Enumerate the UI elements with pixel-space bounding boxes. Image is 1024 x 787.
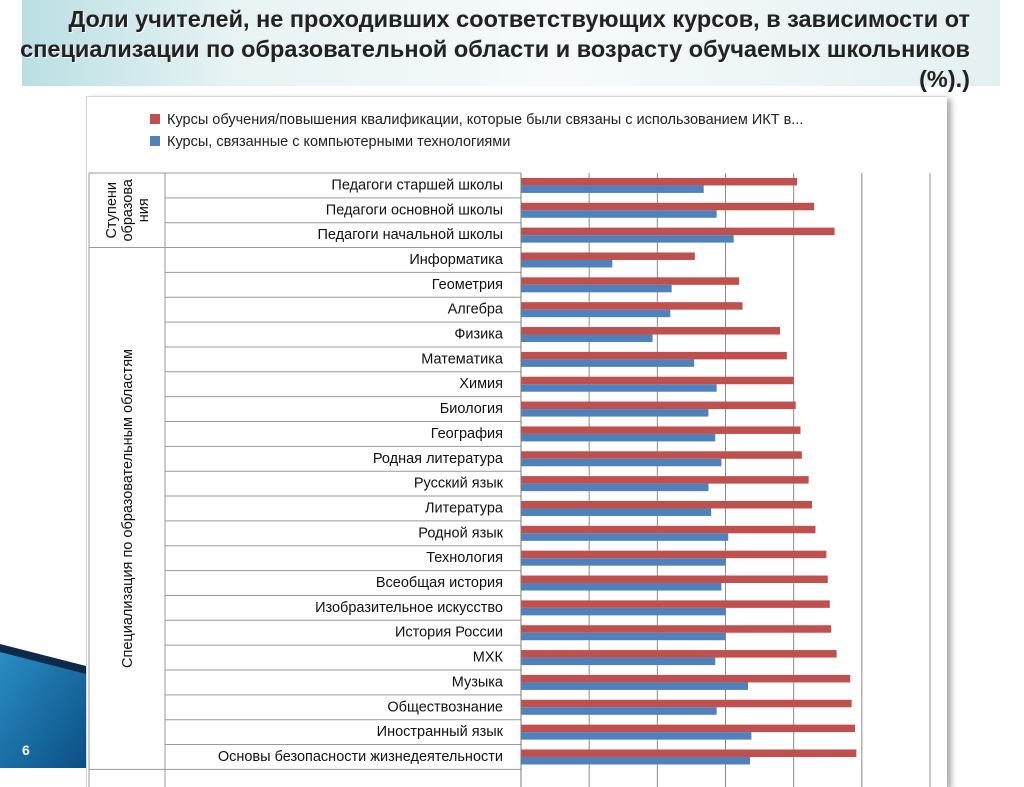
bar-ict (521, 476, 809, 484)
bar-computer (521, 384, 717, 392)
bar-ict (521, 699, 852, 708)
bar-computer (521, 707, 717, 715)
category-label: Педагоги старшей школы (331, 177, 503, 193)
bar-computer (521, 458, 722, 467)
category-label: Литература (425, 500, 504, 516)
category-label: Всеобщая история (376, 575, 503, 591)
bar-computer (521, 508, 712, 516)
bar-computer (521, 309, 671, 318)
bar-ict (521, 650, 837, 658)
category-label: Иностранный язык (377, 724, 504, 740)
category-label: МХК (473, 650, 504, 666)
bar-computer (521, 533, 729, 541)
bar-ict (521, 376, 794, 385)
bar-chart: Курсы обучения/повышения квалификации, к… (88, 112, 931, 787)
category-label: Геометрия (432, 277, 503, 293)
category-label: Родной язык (418, 525, 503, 541)
bar-ict (521, 302, 743, 310)
category-label: Музыка (452, 674, 504, 690)
bar-computer (521, 334, 653, 343)
bar-computer (521, 259, 613, 268)
bar-computer (521, 359, 695, 367)
bar-computer (521, 732, 752, 740)
legend-swatch-1 (150, 136, 160, 146)
bar-ict (521, 550, 827, 559)
bar-computer (521, 657, 716, 666)
category-label: Основы безопасности жизнедеятельности (218, 749, 503, 765)
category-label: Обществознание (387, 699, 503, 715)
bar-ict (521, 525, 816, 534)
group-label-line: ния (136, 198, 152, 222)
category-label: Педагоги начальной школы (318, 227, 504, 243)
title-bar: Доли учителей, не проходивших соответств… (20, 0, 1000, 92)
bar-ict (521, 724, 856, 733)
category-label: Химия (459, 376, 503, 392)
category-label: Педагоги основной школы (326, 202, 503, 218)
chart-panel: Курсы обучения/повышения квалификации, к… (86, 96, 947, 787)
bar-ict (521, 327, 781, 335)
category-label: Информатика (409, 252, 504, 268)
category-label: Физика (454, 327, 504, 343)
bar-computer (521, 632, 726, 641)
slide-number: 6 (22, 742, 30, 758)
bar-ict (521, 252, 695, 260)
legend-swatch-0 (150, 114, 160, 124)
slide-title: Доли учителей, не проходивших соответств… (20, 6, 970, 92)
bar-computer (521, 756, 751, 765)
legend-label-0: Курсы обучения/повышения квалификации, к… (167, 112, 803, 128)
category-label: Родная литература (373, 451, 504, 467)
bar-ict (521, 177, 798, 186)
bar-ict (521, 227, 835, 236)
category-label: Технология (426, 550, 503, 566)
bar-computer (521, 483, 709, 492)
bar-computer (521, 409, 709, 417)
category-label: История России (395, 625, 503, 641)
category-label: Русский язык (414, 476, 504, 492)
group-label-1: Специализация по образовательным областя… (120, 349, 136, 668)
category-label: География (431, 426, 503, 442)
group-label-line: Ступени (104, 182, 120, 239)
category-label: Математика (421, 351, 504, 367)
bar-ict (521, 202, 815, 211)
bar-computer (521, 210, 717, 218)
bar-ict (521, 426, 801, 434)
group-label-0: Ступени образова ния (104, 178, 152, 241)
bar-computer (521, 558, 726, 566)
bar-computer (521, 682, 748, 690)
group-label-line: Специализация по образовательным областя… (120, 349, 136, 668)
bar-ict (521, 451, 802, 459)
bar-ict (521, 674, 851, 683)
bar-computer (521, 185, 704, 193)
left-decoration (0, 644, 86, 768)
bar-ict (521, 351, 787, 360)
bar-computer (521, 433, 716, 442)
bar-ict (521, 600, 830, 608)
category-label: Изобразительное искусство (315, 600, 503, 616)
category-label: Биология (440, 401, 503, 417)
bar-ict (521, 277, 740, 285)
bar-computer (521, 235, 734, 243)
bar-computer (521, 284, 672, 293)
bar-computer (521, 583, 722, 591)
bar-ict (521, 625, 832, 633)
bar-ict (521, 575, 828, 584)
bar-ict (521, 749, 857, 757)
bar-computer (521, 607, 726, 616)
bar-ict (521, 500, 813, 509)
bar-ict (521, 401, 796, 410)
legend-label-1: Курсы, связанные с компьютерными техноло… (167, 134, 510, 150)
group-label-line: образова (120, 178, 136, 241)
category-label: Алгебра (448, 302, 504, 318)
